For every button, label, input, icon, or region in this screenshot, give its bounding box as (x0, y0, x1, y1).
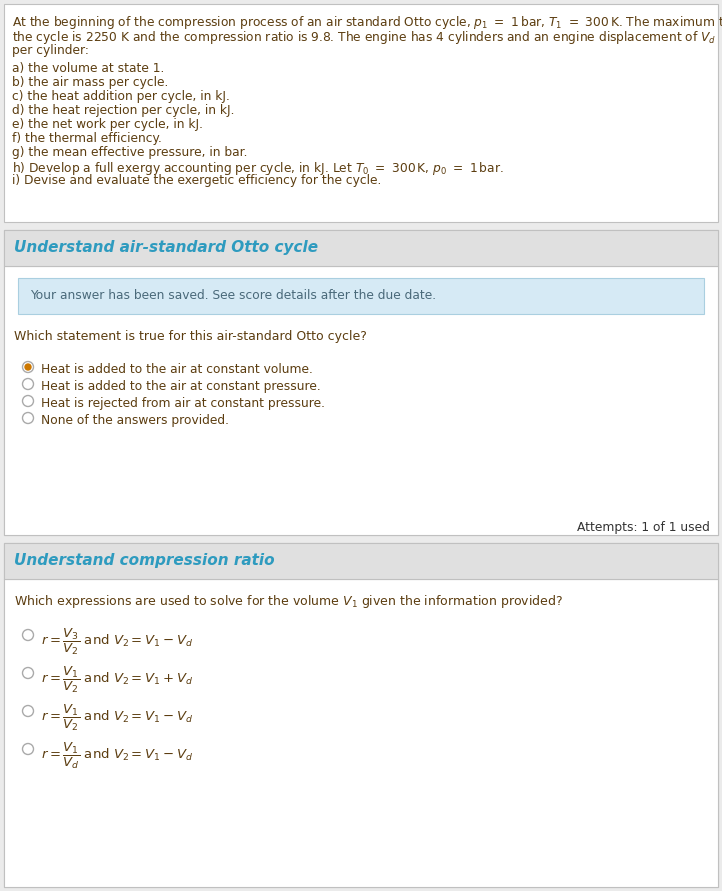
Bar (4, 230, 718, 535)
Text: e) the net work per cycle, in kJ.: e) the net work per cycle, in kJ. (12, 118, 203, 131)
Text: g) the mean effective pressure, in bar.: g) the mean effective pressure, in bar. (12, 146, 248, 159)
Text: $r = \dfrac{V_1}{V_2}$ and $V_2 = V_1 - V_d$: $r = \dfrac{V_1}{V_2}$ and $V_2 = V_1 - … (41, 703, 193, 733)
Bar (4, 543, 718, 887)
Circle shape (22, 379, 33, 389)
Bar (4, 579, 718, 887)
Text: b) the air mass per cycle.: b) the air mass per cycle. (12, 76, 168, 89)
Circle shape (25, 364, 31, 370)
Circle shape (22, 706, 33, 716)
Circle shape (22, 667, 33, 679)
Circle shape (22, 630, 33, 641)
Bar (4, 266, 718, 535)
Text: per cylinder:: per cylinder: (12, 44, 89, 57)
Bar (4, 230, 718, 266)
Text: Which expressions are used to solve for the volume $V_1$ given the information p: Which expressions are used to solve for … (14, 593, 563, 610)
Text: Understand air-standard Otto cycle: Understand air-standard Otto cycle (14, 240, 318, 255)
Text: Understand compression ratio: Understand compression ratio (14, 553, 274, 568)
Circle shape (22, 396, 33, 406)
Text: a) the volume at state 1.: a) the volume at state 1. (12, 62, 165, 75)
Text: d) the heat rejection per cycle, in kJ.: d) the heat rejection per cycle, in kJ. (12, 104, 235, 117)
Text: Your answer has been saved. See score details after the due date.: Your answer has been saved. See score de… (30, 289, 436, 302)
Circle shape (22, 362, 33, 372)
Text: Attempts: 1 of 1 used: Attempts: 1 of 1 used (577, 521, 710, 534)
Circle shape (22, 413, 33, 423)
Bar (4, 543, 718, 579)
Text: c) the heat addition per cycle, in kJ.: c) the heat addition per cycle, in kJ. (12, 90, 230, 103)
Text: f) the thermal efficiency.: f) the thermal efficiency. (12, 132, 162, 145)
Text: h) Develop a full exergy accounting per cycle, in kJ. Let $T_0\ =\ 300\,\mathrm{: h) Develop a full exergy accounting per … (12, 160, 504, 177)
Text: Which statement is true for this air-standard Otto cycle?: Which statement is true for this air-sta… (14, 330, 367, 343)
Bar (18, 278, 704, 314)
Text: $r = \dfrac{V_1}{V_2}$ and $V_2 = V_1 + V_d$: $r = \dfrac{V_1}{V_2}$ and $V_2 = V_1 + … (41, 665, 193, 695)
Text: None of the answers provided.: None of the answers provided. (41, 414, 229, 427)
Text: Heat is rejected from air at constant pressure.: Heat is rejected from air at constant pr… (41, 397, 325, 410)
Text: the cycle is 2250 K and the compression ratio is 9.8. The engine has 4 cylinders: the cycle is 2250 K and the compression … (12, 29, 722, 46)
Text: Heat is added to the air at constant pressure.: Heat is added to the air at constant pre… (41, 380, 321, 393)
Text: i) Devise and evaluate the exergetic efficiency for the cycle.: i) Devise and evaluate the exergetic eff… (12, 174, 381, 187)
Text: Heat is added to the air at constant volume.: Heat is added to the air at constant vol… (41, 363, 313, 376)
Circle shape (22, 743, 33, 755)
Text: At the beginning of the compression process of an air standard Otto cycle, $p_1\: At the beginning of the compression proc… (12, 14, 722, 31)
Text: $r = \dfrac{V_3}{V_2}$ and $V_2 = V_1 - V_d$: $r = \dfrac{V_3}{V_2}$ and $V_2 = V_1 - … (41, 627, 193, 658)
Text: $r = \dfrac{V_1}{V_d}$ and $V_2 = V_1 - V_d$: $r = \dfrac{V_1}{V_d}$ and $V_2 = V_1 - … (41, 741, 193, 772)
Bar (4, 4, 718, 222)
